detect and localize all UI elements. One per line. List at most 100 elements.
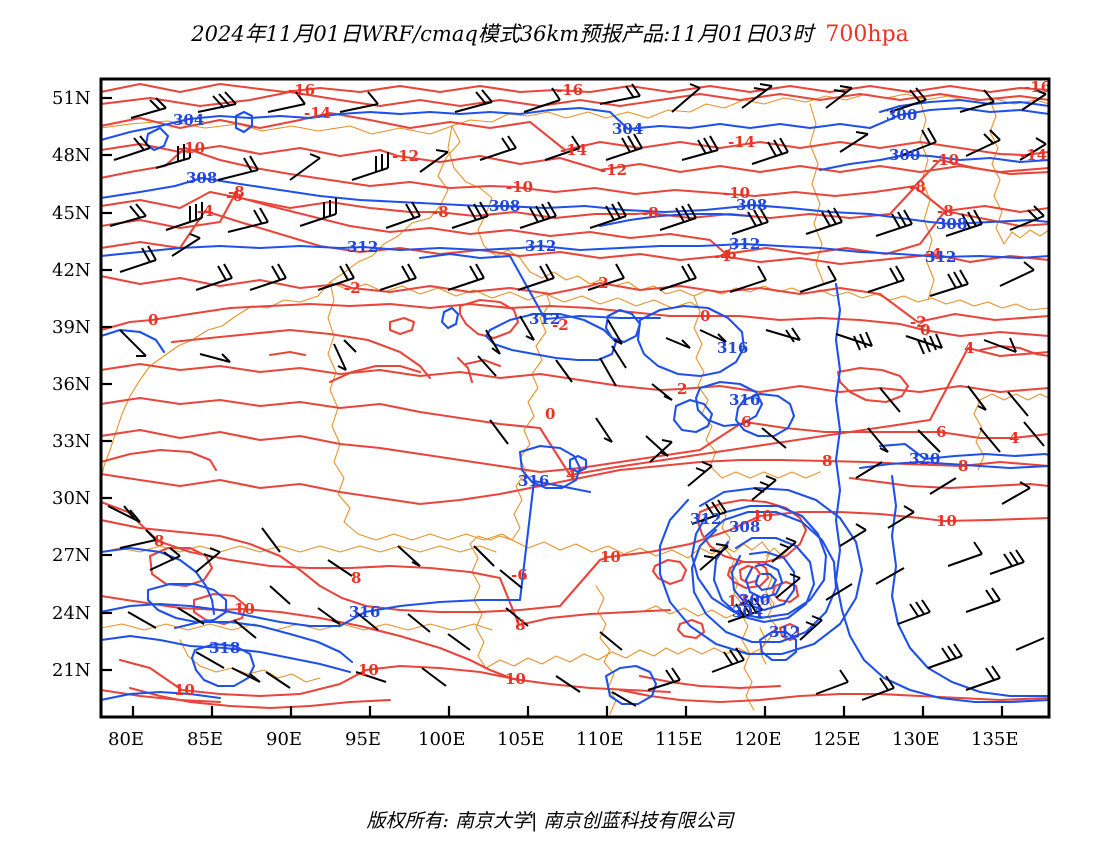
svg-text:-14: -14: [560, 141, 587, 159]
plot-frame: [99, 77, 1051, 719]
copyright-footer: 版权所有: 南京大学| 南京创蓝科技有限公司: [0, 806, 1100, 836]
y-tick-label: 27N: [52, 545, 91, 566]
x-tick-label: 105E: [497, 729, 545, 750]
svg-text:0: 0: [545, 405, 555, 423]
svg-text:308: 308: [489, 197, 520, 215]
svg-text:8: 8: [958, 457, 968, 475]
svg-text:6: 6: [741, 413, 751, 431]
x-tick-label: 115E: [655, 729, 703, 750]
y-tick-label: 24N: [52, 603, 91, 624]
svg-text:-8: -8: [642, 204, 659, 222]
svg-text:10: 10: [358, 661, 379, 679]
svg-text:308: 308: [186, 169, 217, 187]
svg-text:316: 316: [349, 603, 380, 621]
svg-text:10: 10: [234, 600, 255, 618]
svg-text:308: 308: [729, 518, 760, 536]
contour-labels: -16 -16 -16 -14 -14 -14 -14 -12 -12 -10 …: [148, 78, 1051, 699]
svg-text:10: 10: [752, 507, 773, 525]
contour-map-plot: -16 -16 -16 -14 -14 -14 -14 -12 -12 -10 …: [52, 77, 1051, 750]
svg-text:-8: -8: [937, 202, 954, 220]
svg-text:316: 316: [518, 472, 549, 490]
y-tick-label: 45N: [52, 203, 91, 224]
svg-text:312: 312: [529, 310, 560, 328]
y-tick-label: 42N: [52, 260, 91, 281]
svg-text:2: 2: [677, 380, 687, 398]
svg-text:-14: -14: [728, 133, 755, 151]
title-level-text: 700hpa: [825, 22, 909, 47]
svg-text:312: 312: [925, 248, 956, 266]
svg-text:-10: -10: [506, 178, 533, 196]
map-layers: -16 -16 -16 -14 -14 -14 -14 -12 -12 -10 …: [101, 78, 1051, 715]
x-tick-label: 90E: [266, 729, 302, 750]
svg-text:10: 10: [936, 512, 957, 530]
svg-text:-8: -8: [432, 203, 449, 221]
svg-text:-16: -16: [1024, 78, 1051, 96]
svg-text:-6: -6: [511, 566, 528, 584]
svg-text:-6: -6: [226, 187, 243, 205]
svg-text:8: 8: [515, 616, 525, 634]
svg-text:-4: -4: [197, 202, 214, 220]
svg-text:-10: -10: [178, 139, 205, 157]
x-tick-label: 100E: [418, 729, 466, 750]
svg-text:0: 0: [148, 311, 158, 329]
svg-text:8: 8: [154, 532, 164, 550]
svg-text:308: 308: [936, 215, 967, 233]
svg-text:-4: -4: [714, 247, 731, 265]
svg-text:304: 304: [173, 111, 204, 129]
x-tick-label: 85E: [187, 729, 223, 750]
svg-text:8: 8: [351, 569, 361, 587]
x-axis: 80E 85E 90E 95E 100E 105E 110E 115E 120E…: [108, 706, 1019, 750]
isotherm-layer: [101, 82, 1049, 710]
x-tick-label: 125E: [813, 729, 861, 750]
svg-text:316: 316: [717, 339, 748, 357]
y-tick-label: 21N: [52, 660, 91, 681]
svg-text:312: 312: [690, 510, 721, 528]
svg-text:10: 10: [505, 670, 526, 688]
svg-text:312: 312: [347, 238, 378, 256]
geopotential-height-layer: [101, 98, 1049, 706]
svg-text:4: 4: [964, 339, 974, 357]
x-tick-label: 80E: [108, 729, 144, 750]
svg-text:12: 12: [727, 592, 748, 610]
y-tick-label: 48N: [52, 145, 91, 166]
x-tick-label: 95E: [345, 729, 381, 750]
svg-text:6: 6: [936, 423, 946, 441]
svg-text:8: 8: [822, 452, 832, 470]
copyright-text: 版权所有: 南京大学| 南京创蓝科技有限公司: [366, 810, 734, 832]
svg-text:304: 304: [732, 603, 763, 621]
wind-barbs-layer: [107, 83, 1047, 707]
svg-text:-2: -2: [344, 279, 361, 297]
y-tick-label: 30N: [52, 488, 91, 509]
svg-text:320: 320: [909, 450, 940, 468]
svg-text:10: 10: [600, 548, 621, 566]
svg-text:-14: -14: [304, 104, 331, 122]
svg-text:-14: -14: [1020, 146, 1047, 164]
svg-text:-12: -12: [600, 161, 627, 179]
svg-text:-2: -2: [552, 316, 569, 334]
svg-text:318: 318: [209, 639, 240, 657]
svg-text:300: 300: [889, 146, 920, 164]
svg-text:-10: -10: [932, 151, 959, 169]
svg-text:4: 4: [1009, 429, 1019, 447]
svg-text:-2: -2: [592, 274, 609, 292]
svg-text:4: 4: [566, 466, 576, 484]
svg-text:10: 10: [174, 681, 195, 699]
y-tick-label: 51N: [52, 88, 91, 109]
x-tick-label: 110E: [576, 729, 624, 750]
x-tick-label: 120E: [734, 729, 782, 750]
svg-text:-10: -10: [723, 184, 750, 202]
svg-text:312: 312: [769, 623, 800, 641]
svg-text:300: 300: [739, 591, 770, 609]
svg-text:-4: -4: [925, 245, 942, 263]
title-main-text: 2024年11月01日WRF/cmaq模式36km预报产品:11月01日03时: [191, 22, 814, 46]
svg-text:300: 300: [886, 106, 917, 124]
x-tick-label: 130E: [892, 729, 940, 750]
svg-text:-8: -8: [228, 183, 245, 201]
svg-text:-16: -16: [556, 81, 583, 99]
svg-text:312: 312: [729, 235, 760, 253]
svg-text:-6: -6: [720, 245, 737, 263]
y-tick-label: 39N: [52, 317, 91, 338]
svg-text:308: 308: [736, 196, 767, 214]
svg-text:-8: -8: [909, 178, 926, 196]
